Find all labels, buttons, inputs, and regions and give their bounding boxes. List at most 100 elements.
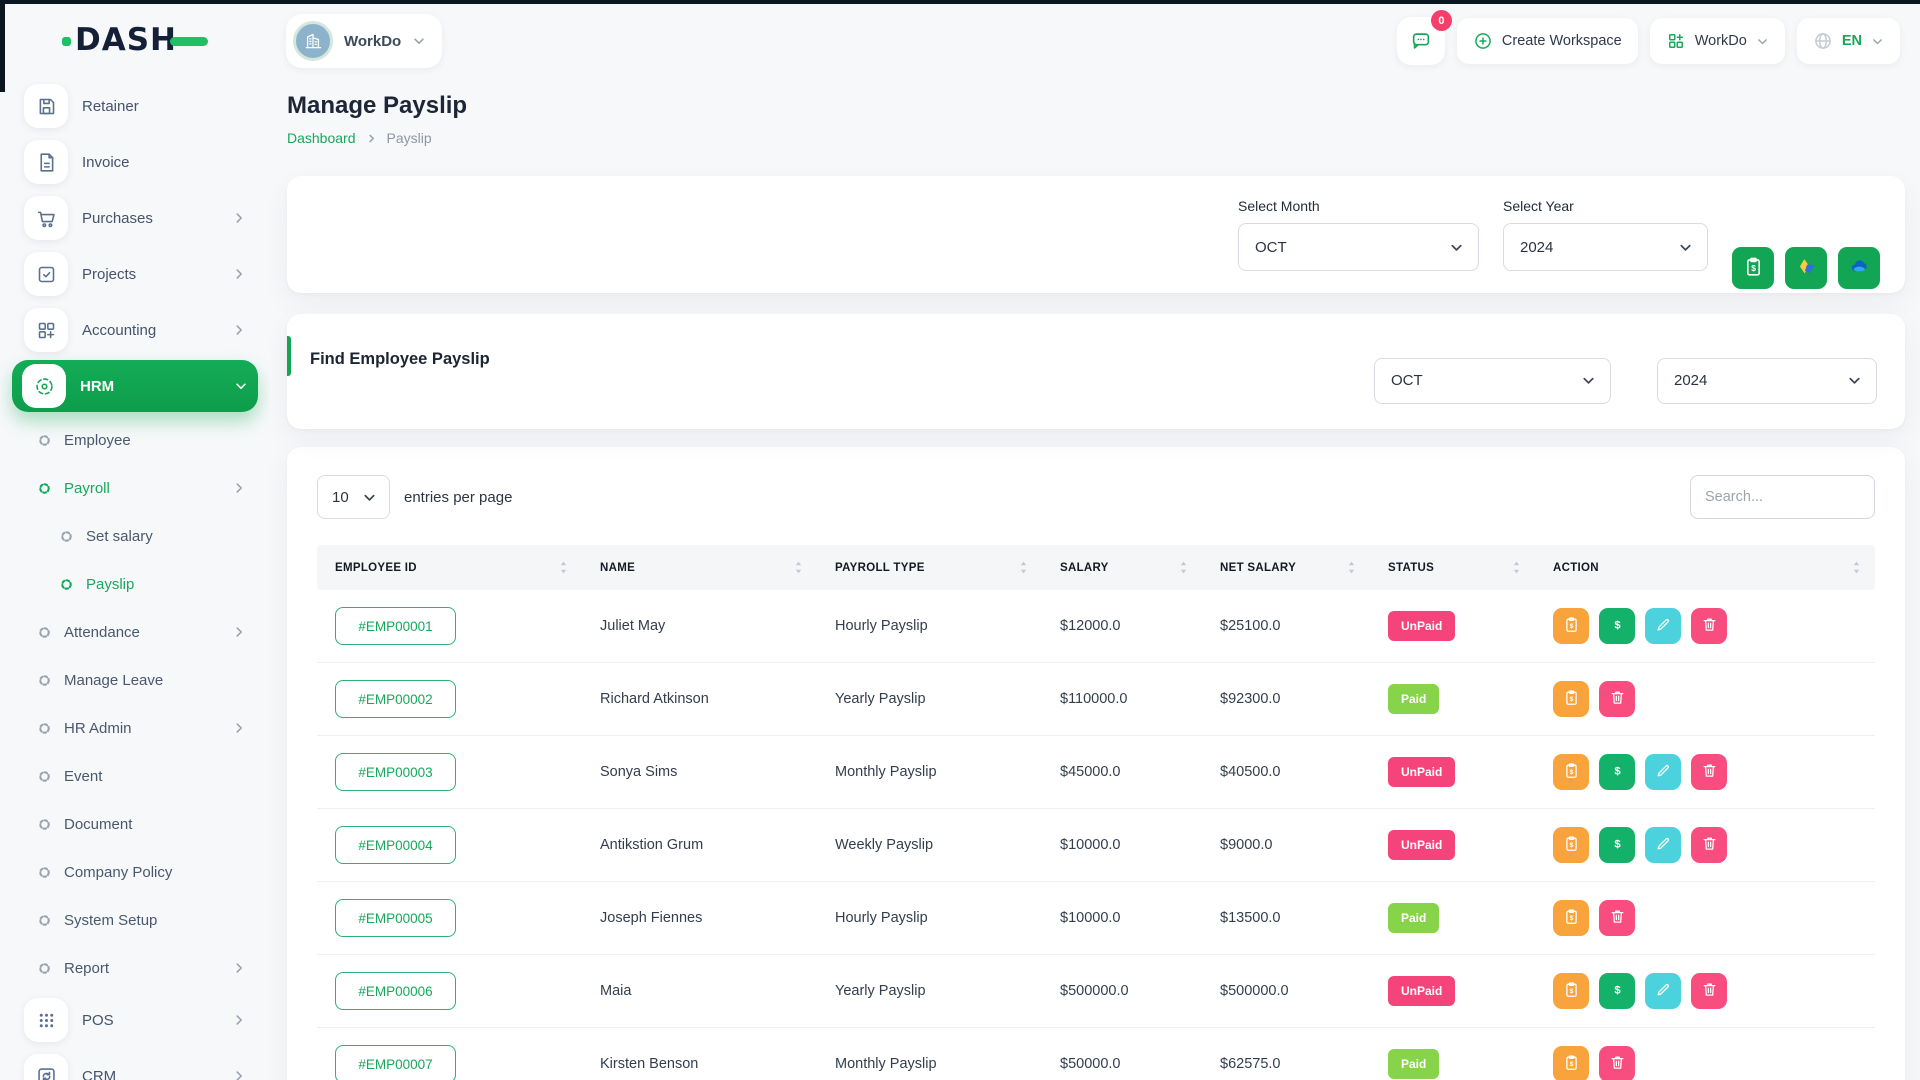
page-size-control: 10 entries per page bbox=[317, 475, 512, 519]
sidebar-item-attendance[interactable]: Attendance bbox=[14, 608, 256, 656]
messages-button[interactable]: 0 bbox=[1396, 10, 1452, 65]
salary-cell: $12000.0 bbox=[1060, 618, 1121, 634]
make-payment-button[interactable]: $ bbox=[1599, 973, 1635, 1009]
page-size-select[interactable]: 10 bbox=[317, 475, 390, 519]
payslip-button[interactable]: $ bbox=[1553, 681, 1589, 717]
delete-button[interactable] bbox=[1691, 608, 1727, 644]
column-header-payroll-type[interactable]: Payroll Type bbox=[817, 560, 1042, 575]
crm-icon bbox=[24, 1054, 68, 1080]
payslip-button[interactable]: $ bbox=[1553, 1046, 1589, 1080]
delete-button[interactable] bbox=[1599, 681, 1635, 717]
sidebar-item-purchases[interactable]: Purchases bbox=[14, 190, 256, 246]
make-payment-button[interactable]: $ bbox=[1599, 754, 1635, 790]
cart-icon bbox=[24, 196, 68, 240]
sidebar-item-hr-admin[interactable]: HR Admin bbox=[14, 704, 256, 752]
sidebar-item-crm[interactable]: CRM bbox=[14, 1048, 256, 1080]
topbar-actions: 0 Create Workspace WorkDo EN bbox=[1396, 10, 1900, 65]
sidebar-item-system-setup[interactable]: System Setup bbox=[14, 896, 256, 944]
employee-id-button[interactable]: #EMP00001 bbox=[335, 607, 456, 645]
workspace-name: WorkDo bbox=[344, 32, 402, 50]
payslip-button[interactable]: $ bbox=[1553, 754, 1589, 790]
pencil-icon bbox=[1655, 762, 1672, 782]
employee-id-button[interactable]: #EMP00004 bbox=[335, 826, 456, 864]
delete-button[interactable] bbox=[1691, 827, 1727, 863]
create-workspace-button[interactable]: Create Workspace bbox=[1456, 18, 1638, 64]
sidebar-item-accounting[interactable]: Accounting bbox=[14, 302, 256, 358]
building-icon bbox=[305, 33, 322, 49]
svg-text:$: $ bbox=[1614, 765, 1621, 777]
sort-icon[interactable] bbox=[1179, 560, 1188, 575]
sidebar-item-retainer[interactable]: Retainer bbox=[14, 78, 256, 134]
payslip-button[interactable]: $ bbox=[1553, 827, 1589, 863]
edit-button[interactable] bbox=[1645, 608, 1681, 644]
dash-logo[interactable]: DASH bbox=[0, 18, 270, 62]
sort-icon[interactable] bbox=[1512, 560, 1521, 575]
column-header-salary[interactable]: Salary bbox=[1042, 560, 1202, 575]
language-selector[interactable]: EN bbox=[1796, 18, 1900, 64]
sort-icon[interactable] bbox=[1347, 560, 1356, 575]
sort-icon[interactable] bbox=[559, 560, 568, 575]
delete-button[interactable] bbox=[1599, 900, 1635, 936]
sidebar-item-manage-leave[interactable]: Manage Leave bbox=[14, 656, 256, 704]
chevron-right-icon bbox=[232, 625, 246, 639]
sidebar-item-document[interactable]: Document bbox=[14, 800, 256, 848]
bullet-icon bbox=[38, 770, 51, 783]
employee-id-button[interactable]: #EMP00003 bbox=[335, 753, 456, 791]
sort-icon[interactable] bbox=[1019, 560, 1028, 575]
workspace-menu-button[interactable]: WorkDo bbox=[1649, 18, 1785, 64]
delete-button[interactable] bbox=[1691, 973, 1727, 1009]
sidebar-item-set-salary[interactable]: Set salary bbox=[14, 512, 256, 560]
sidebar-item-invoice[interactable]: Invoice bbox=[14, 134, 256, 190]
workspace-menu-label: WorkDo bbox=[1694, 33, 1747, 49]
employee-id-button[interactable]: #EMP00005 bbox=[335, 899, 456, 937]
sidebar-item-event[interactable]: Event bbox=[14, 752, 256, 800]
employee-id-button[interactable]: #EMP00006 bbox=[335, 972, 456, 1010]
sidebar-item-payslip[interactable]: Payslip bbox=[14, 560, 256, 608]
find-month-select[interactable]: OCT bbox=[1374, 357, 1611, 404]
column-header-net-salary[interactable]: Net Salary bbox=[1202, 560, 1370, 575]
generate-payslip-button[interactable]: $ bbox=[1732, 247, 1774, 289]
payslip-button[interactable]: $ bbox=[1553, 900, 1589, 936]
month-select[interactable]: OCT bbox=[1238, 223, 1479, 271]
delete-button[interactable] bbox=[1691, 754, 1727, 790]
google-drive-export-button[interactable] bbox=[1785, 247, 1827, 289]
sort-icon[interactable] bbox=[794, 560, 803, 575]
make-payment-button[interactable]: $ bbox=[1599, 608, 1635, 644]
workspace-switcher[interactable]: WorkDo bbox=[286, 14, 443, 68]
make-payment-button[interactable]: $ bbox=[1599, 827, 1635, 863]
find-month-value: OCT bbox=[1391, 372, 1423, 389]
edit-button[interactable] bbox=[1645, 754, 1681, 790]
sidebar-item-company-policy[interactable]: Company Policy bbox=[14, 848, 256, 896]
chevron-right-icon bbox=[232, 721, 246, 735]
breadcrumb-dashboard-link[interactable]: Dashboard bbox=[287, 130, 356, 146]
search-input[interactable] bbox=[1690, 475, 1875, 519]
payslip-button[interactable]: $ bbox=[1553, 608, 1589, 644]
year-select[interactable]: 2024 bbox=[1503, 223, 1708, 271]
employee-id-button[interactable]: #EMP00007 bbox=[335, 1045, 456, 1080]
find-year-select[interactable]: 2024 bbox=[1657, 357, 1877, 404]
sidebar-item-projects[interactable]: Projects bbox=[14, 246, 256, 302]
select-year-group: Select Year 2024 bbox=[1503, 198, 1708, 271]
row-actions: $ bbox=[1535, 900, 1875, 936]
sidebar-item-employee[interactable]: Employee bbox=[14, 416, 256, 464]
sidebar-item-pos[interactable]: POS bbox=[14, 992, 256, 1048]
delete-button[interactable] bbox=[1599, 1046, 1635, 1080]
column-header-employee-id[interactable]: Employee Id bbox=[317, 560, 582, 575]
chevron-right-icon bbox=[366, 133, 377, 144]
column-header-name[interactable]: Name bbox=[582, 560, 817, 575]
sidebar-item-hrm[interactable]: HRM bbox=[12, 360, 258, 412]
employee-name-cell: Juliet May bbox=[600, 618, 666, 634]
employee-name-cell: Sonya Sims bbox=[600, 764, 678, 780]
edit-button[interactable] bbox=[1645, 973, 1681, 1009]
find-year-value: 2024 bbox=[1674, 372, 1708, 389]
payslip-button[interactable]: $ bbox=[1553, 973, 1589, 1009]
sidebar-item-label: Company Policy bbox=[64, 863, 173, 881]
column-header-action[interactable]: Action bbox=[1535, 560, 1875, 575]
column-header-status[interactable]: Status bbox=[1370, 560, 1535, 575]
sort-icon[interactable] bbox=[1852, 560, 1861, 575]
sidebar-item-report[interactable]: Report bbox=[14, 944, 256, 992]
sidebar-item-payroll[interactable]: Payroll bbox=[14, 464, 256, 512]
employee-id-button[interactable]: #EMP00002 bbox=[335, 680, 456, 718]
onedrive-export-button[interactable] bbox=[1838, 247, 1880, 289]
edit-button[interactable] bbox=[1645, 827, 1681, 863]
